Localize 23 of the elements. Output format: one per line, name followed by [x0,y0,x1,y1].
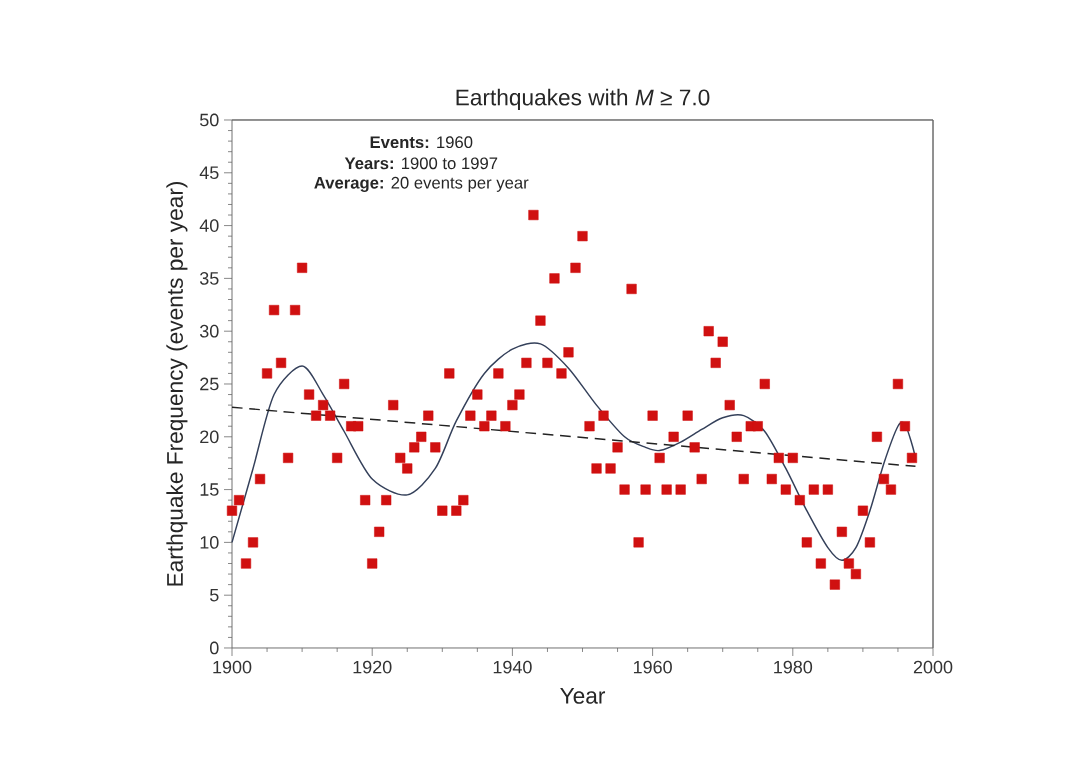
x-tick-label: 2000 [913,660,953,674]
annotation: Events: 1960 [370,136,473,149]
y-tick-label: 35 [199,272,219,285]
y-tick-label: 45 [199,166,219,180]
x-tick-label: 1980 [774,660,813,674]
y-tick-label: 30 [199,324,219,338]
y-tick-label: 20 [200,430,219,444]
y-tick-label: 50 [199,113,219,127]
y-tick-label: 40 [199,219,219,232]
x-tick-label: 1940 [493,660,532,674]
x-tick-label: 1920 [353,660,392,674]
y-tick-label: 15 [200,483,219,496]
y-tick-label: 25 [200,377,219,391]
y-tick-label: 10 [200,536,219,549]
annotation: Years: 1900 to 1997 [344,157,498,170]
y-tick-label: 5 [209,588,219,602]
annotation: Average: 20 events per year [314,176,529,192]
x-tick-label: 1960 [633,660,672,674]
y-tick-label: 0 [209,641,219,655]
chart-title: Earthquakes with M ≥ 7.0 [456,88,710,110]
y-axis-title: Earthquake Frequency (events per year) [166,181,188,586]
x-tick-label: 1900 [213,660,252,674]
x-axis-title: Year [560,687,606,704]
